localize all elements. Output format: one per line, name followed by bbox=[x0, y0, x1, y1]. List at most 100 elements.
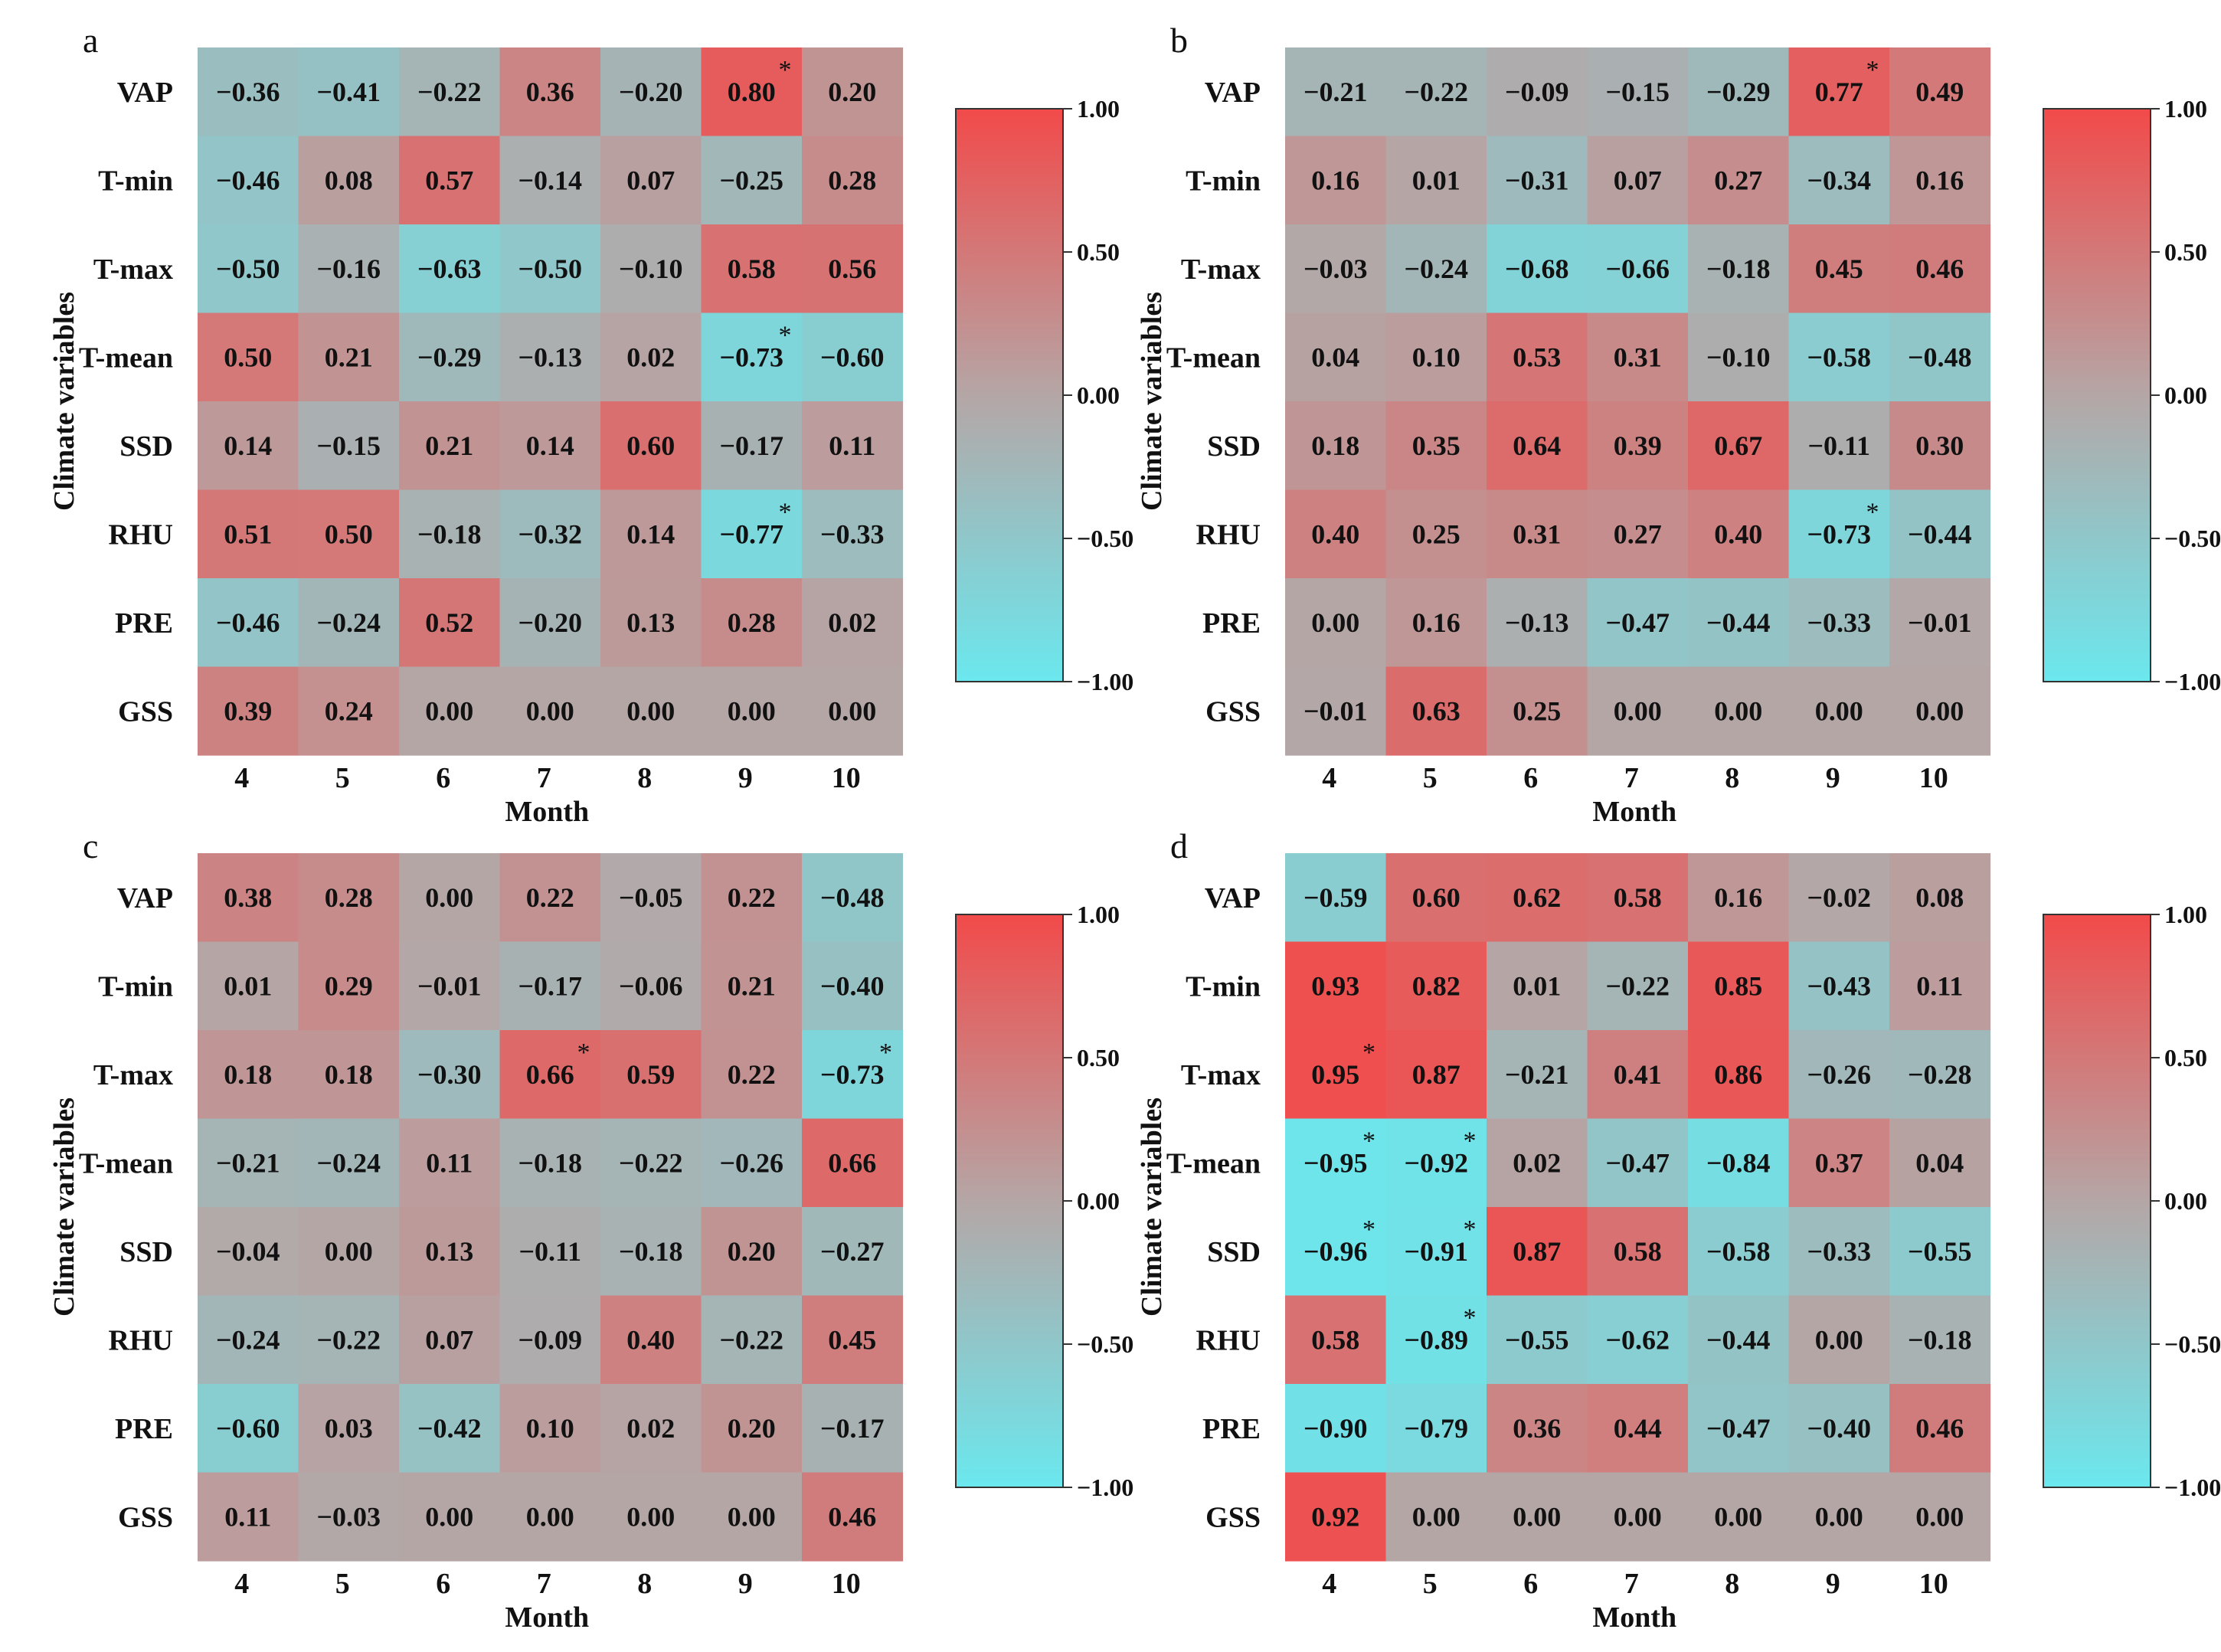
heatmap-cell bbox=[399, 941, 501, 1031]
heatmap-cell bbox=[499, 1295, 601, 1385]
cell-value-label: 0.18 bbox=[224, 1059, 272, 1090]
heatmap-cell bbox=[701, 1295, 803, 1385]
heatmap-cell bbox=[1889, 853, 1991, 943]
significance-marker: * bbox=[1362, 1039, 1375, 1067]
cell-value-label: −0.34 bbox=[1807, 165, 1871, 195]
cell-value-label: 0.10 bbox=[1412, 342, 1460, 372]
heatmap-cell bbox=[1587, 578, 1689, 668]
heatmap-cell bbox=[802, 1295, 904, 1385]
heatmap-cell bbox=[1587, 312, 1689, 402]
cell-value-label: −0.68 bbox=[1505, 254, 1569, 284]
cell-value-label: 0.24 bbox=[325, 695, 373, 726]
heatmap-cell bbox=[1487, 401, 1588, 491]
cell-value-label: −0.73 bbox=[1807, 518, 1871, 549]
cell-value-label: 0.28 bbox=[728, 607, 776, 638]
heatmap-cell bbox=[499, 941, 601, 1031]
cell-value-label: 0.82 bbox=[1412, 970, 1460, 1001]
cell-value-label: 0.56 bbox=[828, 254, 876, 284]
cell-value-label: 0.02 bbox=[828, 607, 876, 638]
cell-value-label: 0.00 bbox=[828, 695, 876, 726]
cell-value-label: 0.45 bbox=[1815, 254, 1863, 284]
colorbar-tick-label: 1.00 bbox=[2164, 901, 2207, 928]
heatmap-cell bbox=[802, 224, 904, 314]
cell-value-label: 0.25 bbox=[1412, 518, 1460, 549]
heatmap-cell bbox=[1788, 224, 1890, 314]
y-axis-title: Climate variables bbox=[1136, 1098, 1168, 1317]
cell-value-label: 0.13 bbox=[626, 607, 675, 638]
cell-value-label: −0.18 bbox=[1908, 1324, 1972, 1355]
cell-value-label: 0.16 bbox=[1412, 607, 1460, 638]
cell-value-label: −0.50 bbox=[518, 254, 582, 284]
row-label: SSD bbox=[1207, 430, 1261, 463]
heatmap-cell bbox=[600, 1118, 702, 1208]
panel-a: a−0.36 −0.41 −0.22 0.36 −0.20 0.80*0.20−0.46 0… bbox=[48, 21, 1133, 828]
heatmap-cell bbox=[1385, 1295, 1487, 1385]
heatmap-cell bbox=[1487, 47, 1588, 137]
heatmap-cell bbox=[1285, 312, 1387, 402]
column-label: 7 bbox=[537, 1568, 551, 1600]
column-label: 4 bbox=[1322, 1568, 1336, 1600]
heatmap-cell bbox=[701, 853, 803, 943]
heatmap-cell bbox=[1587, 941, 1689, 1031]
cell-value-label: 0.00 bbox=[1815, 1324, 1863, 1355]
heatmap-cell bbox=[198, 1030, 299, 1120]
row-label: PRE bbox=[115, 1413, 173, 1445]
heatmap-cell bbox=[399, 47, 501, 137]
cell-value-label: 0.04 bbox=[1311, 342, 1359, 372]
row-label: SSD bbox=[119, 430, 173, 463]
colorbar bbox=[955, 108, 1064, 682]
heatmap-cell bbox=[1487, 1384, 1588, 1474]
heatmap-cell bbox=[1285, 224, 1387, 314]
row-label: RHU bbox=[109, 1324, 173, 1356]
cell-value-label: −0.48 bbox=[1908, 342, 1972, 372]
heatmap-cell bbox=[399, 666, 501, 756]
cell-value-label: 0.07 bbox=[626, 165, 675, 195]
cell-value-label: −0.43 bbox=[1807, 970, 1871, 1001]
colorbar-tick-label: 0.50 bbox=[1077, 1044, 1120, 1071]
heatmap-cell bbox=[1587, 1030, 1689, 1120]
heatmap-cell bbox=[198, 941, 299, 1031]
cell-value-label: −0.44 bbox=[1908, 518, 1972, 549]
cell-value-label: −0.59 bbox=[1303, 882, 1368, 913]
heatmap-cell bbox=[1889, 666, 1991, 756]
colorbar-tick-label: 1.00 bbox=[1077, 95, 1120, 123]
heatmap-cell bbox=[1587, 1384, 1689, 1474]
heatmap-cell bbox=[1385, 224, 1487, 314]
cell-value-label: −0.17 bbox=[719, 430, 783, 461]
cell-value-label: 0.00 bbox=[1714, 695, 1762, 726]
heatmap-cell bbox=[1285, 47, 1387, 137]
heatmap-cell bbox=[1788, 941, 1890, 1031]
cell-value-label: −0.18 bbox=[1706, 254, 1771, 284]
heatmap-cell bbox=[298, 489, 400, 579]
cell-value-label: 0.62 bbox=[1513, 882, 1561, 913]
cell-value-label: −0.90 bbox=[1303, 1413, 1368, 1444]
cell-value-label: −0.26 bbox=[1807, 1059, 1871, 1090]
heatmap-cell bbox=[600, 312, 702, 402]
cell-value-label: 0.20 bbox=[828, 77, 876, 107]
cell-value-label: −0.47 bbox=[1605, 1147, 1670, 1178]
heatmap-cell bbox=[1889, 1207, 1991, 1297]
heatmap-cell bbox=[298, 578, 400, 668]
cell-value-label: −0.42 bbox=[417, 1413, 482, 1444]
cell-value-label: −0.15 bbox=[1605, 77, 1670, 107]
cell-value-label: 0.00 bbox=[1614, 695, 1662, 726]
heatmap-cell bbox=[600, 224, 702, 314]
heatmap-cell bbox=[701, 666, 803, 756]
cell-value-label: −0.73 bbox=[719, 342, 783, 372]
cell-value-label: −0.27 bbox=[820, 1236, 885, 1267]
panel-b: b−0.21 −0.22 −0.09 −0.15 −0.29 0.77*0.490.16 0… bbox=[1136, 21, 2221, 828]
significance-marker: * bbox=[779, 56, 792, 84]
cell-value-label: 0.66 bbox=[526, 1059, 574, 1090]
cell-value-label: 0.13 bbox=[425, 1236, 473, 1267]
column-label: 6 bbox=[436, 1568, 450, 1600]
heatmap-cell bbox=[701, 1207, 803, 1297]
heatmap-cell bbox=[198, 224, 299, 314]
heatmap-cell bbox=[1385, 1118, 1487, 1208]
heatmap-cell bbox=[600, 578, 702, 668]
cell-value-label: −0.03 bbox=[1303, 254, 1368, 284]
heatmap-cell bbox=[198, 47, 299, 137]
heatmap-cell bbox=[399, 312, 501, 402]
heatmap-cell bbox=[1688, 853, 1790, 943]
heatmap-cell bbox=[499, 489, 601, 579]
y-axis-title: Climate variables bbox=[1136, 292, 1168, 511]
